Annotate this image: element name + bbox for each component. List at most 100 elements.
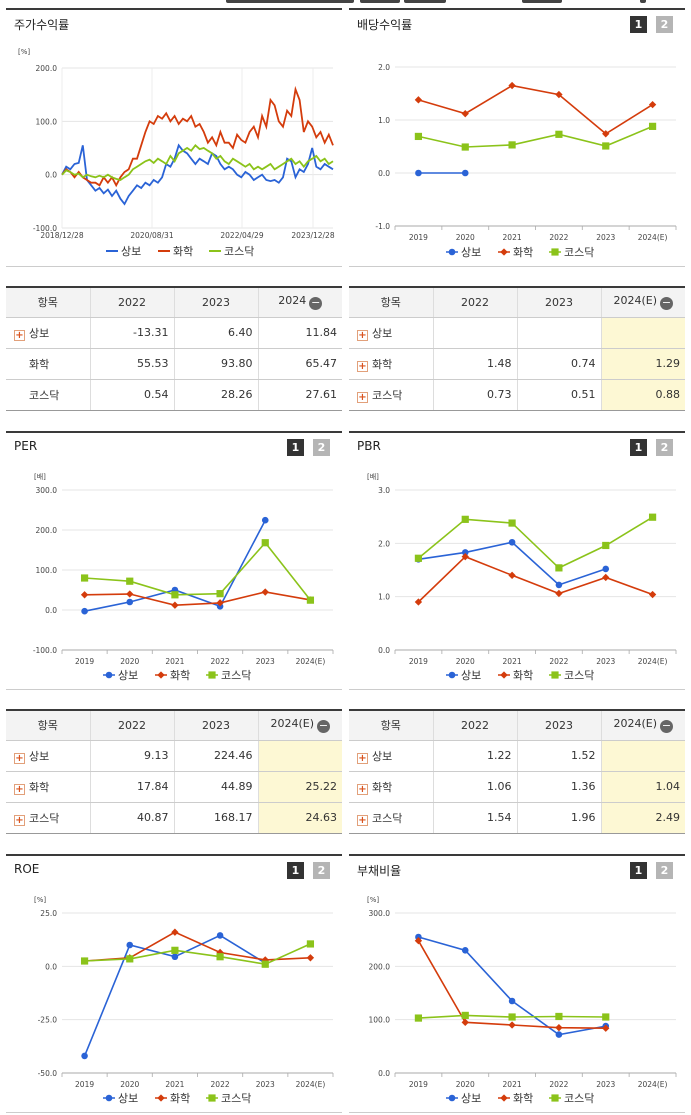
row-label[interactable]: + 화학	[349, 348, 433, 380]
data-point	[81, 1052, 88, 1060]
table-cell: 1.06	[432, 771, 517, 803]
data-point	[415, 169, 422, 177]
legend-label: 화학	[513, 246, 533, 259]
expand-plus-icon[interactable]: +	[357, 752, 368, 764]
table-cell: 0.73	[432, 379, 517, 411]
data-point	[602, 1013, 610, 1021]
table-row: + 코스닥 1.54 1.96 2.49	[349, 802, 685, 834]
column-header: 2024(E) −	[600, 709, 685, 741]
pbr-chart: 3.0 2.0 1.0 0.0 2019 2020 2021 2022 2023 2024(E) […	[367, 472, 677, 682]
view-1-button[interactable]: 1	[630, 439, 647, 456]
y-tick-label: 200.0	[36, 64, 58, 73]
expand-plus-icon[interactable]: +	[14, 752, 25, 764]
table-row: + 상보	[349, 317, 685, 349]
table-cell: 44.89	[173, 771, 258, 803]
data-point	[461, 552, 469, 561]
panel-title: 배당수익률	[357, 18, 413, 32]
view-2-button[interactable]: 2	[656, 862, 673, 879]
view-1-button[interactable]: 1	[630, 16, 647, 33]
data-point	[508, 1013, 516, 1021]
expand-plus-icon[interactable]: +	[357, 391, 368, 403]
view-2-button[interactable]: 2	[656, 439, 673, 456]
table-cell: 6.40	[173, 317, 258, 349]
data-point	[448, 1094, 456, 1102]
dividend-table: 항목 2022 2023 2024(E) − + 상보 + 화학 1.48 0.74 1.29 + 코스닥…	[349, 286, 685, 411]
legend-label: 코스닥	[564, 669, 594, 682]
collapse-icon[interactable]: −	[660, 296, 674, 311]
expand-plus-icon[interactable]: +	[14, 329, 25, 341]
data-point	[261, 588, 269, 596]
data-point	[126, 590, 134, 598]
data-point	[216, 953, 224, 961]
y-tick-label: 0.0	[45, 962, 57, 971]
legend-item: 코스닥	[549, 1092, 594, 1105]
view-2-button[interactable]: 2	[313, 439, 330, 456]
view-2-button[interactable]: 2	[656, 16, 673, 33]
view-1-button[interactable]: 1	[630, 862, 647, 879]
table-cell: 25.22	[257, 771, 342, 803]
column-header: 항목	[6, 286, 90, 318]
y-tick-label: 1.0	[378, 116, 390, 125]
view-1-button[interactable]: 1	[287, 862, 304, 879]
panel-title: PBR	[357, 439, 381, 453]
data-point	[261, 516, 269, 524]
data-point	[415, 933, 422, 941]
data-point	[500, 671, 508, 679]
series-line	[417, 555, 653, 603]
column-header: 2024(E) −	[257, 709, 342, 741]
expand-plus-icon[interactable]: +	[357, 783, 368, 795]
table-cell	[600, 317, 685, 349]
view-1-button[interactable]: 1	[287, 439, 304, 456]
data-point	[555, 90, 563, 99]
table-row: + 화학 1.06 1.36 1.04	[349, 771, 685, 803]
legend-item: 화학	[498, 669, 533, 682]
table-cell	[516, 317, 601, 349]
column-header: 2022	[89, 286, 174, 318]
data-point	[461, 549, 469, 556]
x-tick-label: 2020/08/31	[130, 231, 173, 240]
table-cell: 55.53	[89, 348, 174, 380]
row-label[interactable]: + 코스닥	[349, 379, 433, 411]
data-point	[261, 960, 269, 968]
table-cell: 224.46	[173, 740, 258, 772]
legend-label: 화학	[513, 1092, 533, 1105]
y-tick-label: -1.0	[375, 222, 390, 231]
data-point	[555, 581, 563, 589]
column-header: 2023	[516, 286, 601, 318]
row-label[interactable]: + 화학	[6, 771, 90, 803]
expand-plus-icon[interactable]: +	[357, 329, 368, 341]
legend-item: 화학	[158, 245, 193, 258]
collapse-icon[interactable]: −	[660, 719, 674, 734]
data-point	[508, 519, 516, 527]
expand-plus-icon[interactable]: +	[14, 814, 25, 826]
data-point	[105, 1094, 113, 1102]
row-label[interactable]: + 상보	[349, 317, 433, 349]
x-tick-label: 2022/04/29	[220, 231, 263, 240]
legend-item: 상보	[103, 1092, 138, 1105]
row-label[interactable]: + 화학	[349, 771, 433, 803]
row-label[interactable]: + 상보	[349, 740, 433, 772]
legend-item: 코스닥	[206, 1092, 251, 1105]
collapse-icon[interactable]: −	[309, 296, 323, 311]
view-2-button[interactable]: 2	[313, 862, 330, 879]
expand-plus-icon[interactable]: +	[14, 783, 25, 795]
table-cell: 0.51	[516, 379, 601, 411]
spacer	[14, 357, 25, 368]
table-header-row: 항목 2022 2023 2024−	[6, 286, 342, 318]
data-point	[216, 590, 224, 598]
row-label[interactable]: + 코스닥	[349, 802, 433, 834]
collapse-icon[interactable]: −	[317, 719, 331, 734]
x-tick-label: 2020	[456, 233, 475, 242]
expand-plus-icon[interactable]: +	[357, 360, 368, 372]
legend-item: 화학	[498, 1092, 533, 1105]
table-row: 화학 55.53 93.80 65.47	[6, 348, 342, 380]
y-tick-label: -25.0	[38, 1016, 58, 1025]
row-label[interactable]: + 코스닥	[6, 802, 90, 834]
dividend-panel: 배당수익률 1 2 2.0 1.0 0.0 -1.0 2019 2020 2021 2022 2…	[349, 8, 685, 267]
row-label[interactable]: + 상보	[6, 740, 90, 772]
expand-plus-icon[interactable]: +	[357, 814, 368, 826]
x-tick-label: 2021	[165, 657, 184, 666]
row-label[interactable]: + 상보	[6, 317, 90, 349]
table-cell: 1.52	[516, 740, 601, 772]
series-line	[61, 143, 334, 181]
